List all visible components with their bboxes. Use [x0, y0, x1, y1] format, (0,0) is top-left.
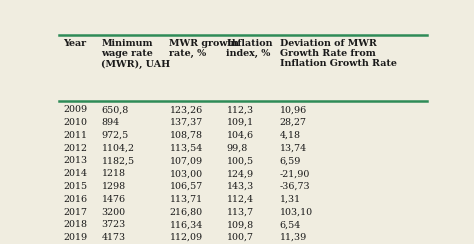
- Text: 1298: 1298: [101, 182, 126, 191]
- Text: 113,71: 113,71: [169, 195, 202, 204]
- Text: 1,31: 1,31: [280, 195, 301, 204]
- Text: 112,3: 112,3: [227, 105, 254, 114]
- Text: 2011: 2011: [63, 131, 87, 140]
- Text: 2009: 2009: [63, 105, 87, 114]
- Text: 107,09: 107,09: [169, 156, 202, 165]
- Text: Deviation of MWR
Growth Rate from
Inflation Growth Rate: Deviation of MWR Growth Rate from Inflat…: [280, 39, 397, 69]
- Text: 2013: 2013: [63, 156, 87, 165]
- Text: 3723: 3723: [101, 220, 126, 229]
- Text: 104,6: 104,6: [227, 131, 254, 140]
- Text: 124,9: 124,9: [227, 169, 254, 178]
- Text: MWR growth
rate, %: MWR growth rate, %: [169, 39, 239, 58]
- Text: 137,37: 137,37: [169, 118, 203, 127]
- Text: 2015: 2015: [63, 182, 87, 191]
- Text: 3200: 3200: [101, 208, 126, 217]
- Text: 109,1: 109,1: [227, 118, 254, 127]
- Text: 103,00: 103,00: [169, 169, 202, 178]
- Text: 1104,2: 1104,2: [101, 144, 135, 153]
- Text: 113,7: 113,7: [227, 208, 254, 217]
- Text: 109,8: 109,8: [227, 220, 254, 229]
- Text: 106,57: 106,57: [169, 182, 203, 191]
- Text: 108,78: 108,78: [169, 131, 202, 140]
- Text: 100,7: 100,7: [227, 233, 254, 242]
- Text: -21,90: -21,90: [280, 169, 310, 178]
- Text: 2010: 2010: [63, 118, 87, 127]
- Text: 11,39: 11,39: [280, 233, 307, 242]
- Text: 2018: 2018: [63, 220, 87, 229]
- Text: 99,8: 99,8: [227, 144, 247, 153]
- Text: 2012: 2012: [63, 144, 87, 153]
- Text: 894: 894: [101, 118, 119, 127]
- Text: Year: Year: [63, 39, 86, 48]
- Text: 13,74: 13,74: [280, 144, 307, 153]
- Text: 1476: 1476: [101, 195, 126, 204]
- Text: 972,5: 972,5: [101, 131, 129, 140]
- Text: 1218: 1218: [101, 169, 126, 178]
- Text: 6,59: 6,59: [280, 156, 301, 165]
- Text: 112,4: 112,4: [227, 195, 254, 204]
- Text: 2016: 2016: [63, 195, 87, 204]
- Text: 2014: 2014: [63, 169, 87, 178]
- Text: -36,73: -36,73: [280, 182, 310, 191]
- Text: 650,8: 650,8: [101, 105, 129, 114]
- Text: 28,27: 28,27: [280, 118, 307, 127]
- Text: 103,10: 103,10: [280, 208, 313, 217]
- Text: 216,80: 216,80: [169, 208, 202, 217]
- Text: 10,96: 10,96: [280, 105, 307, 114]
- Text: 4,18: 4,18: [280, 131, 301, 140]
- Text: Minimum
wage rate
(MWR), UAH: Minimum wage rate (MWR), UAH: [101, 39, 171, 69]
- Text: 113,54: 113,54: [169, 144, 203, 153]
- Text: 143,3: 143,3: [227, 182, 254, 191]
- Text: 4173: 4173: [101, 233, 126, 242]
- Text: 2017: 2017: [63, 208, 87, 217]
- Text: 112,09: 112,09: [169, 233, 202, 242]
- Text: 2019: 2019: [63, 233, 87, 242]
- Text: 123,26: 123,26: [169, 105, 203, 114]
- Text: 100,5: 100,5: [227, 156, 254, 165]
- Text: 116,34: 116,34: [169, 220, 203, 229]
- Text: 6,54: 6,54: [280, 220, 301, 229]
- Text: Inflation
index, %: Inflation index, %: [227, 39, 273, 58]
- Text: 1182,5: 1182,5: [101, 156, 135, 165]
